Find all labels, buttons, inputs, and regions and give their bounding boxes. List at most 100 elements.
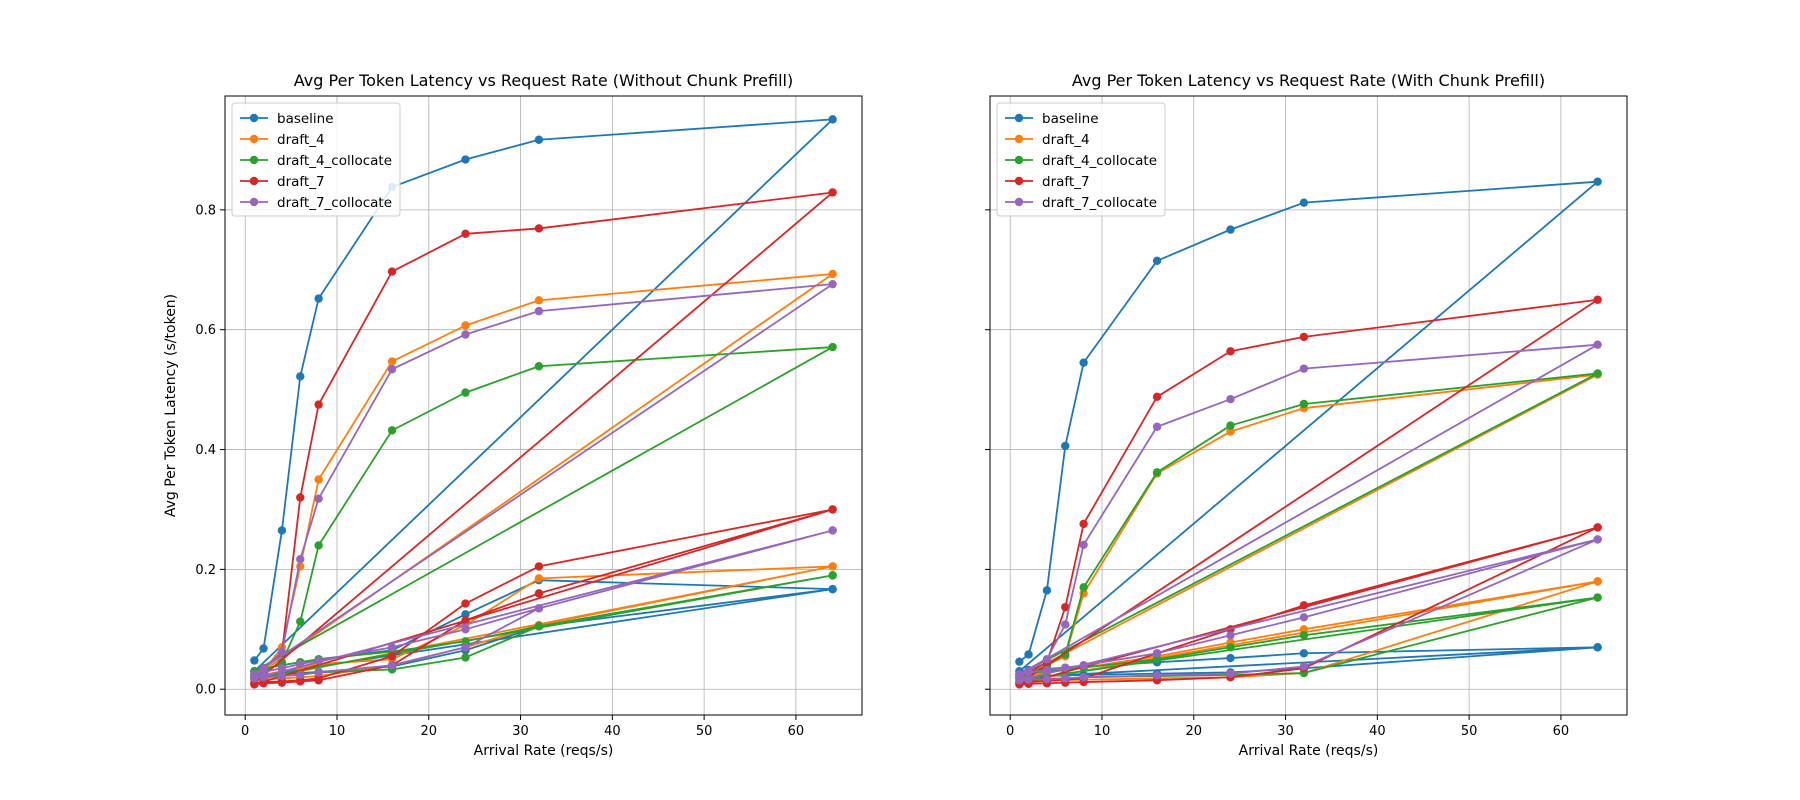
data-point-draft_7 <box>534 562 544 571</box>
data-point-draft_7_collocate <box>1042 655 1052 664</box>
data-point-draft_7_collocate <box>1152 422 1162 431</box>
data-point-draft_7_collocate <box>461 625 470 634</box>
data-point-draft_7 <box>1593 295 1602 304</box>
legend-swatch-marker <box>249 176 259 186</box>
x-tick-label: 60 <box>1553 724 1570 739</box>
data-point-draft_4 <box>828 269 837 279</box>
data-point-draft_7_collocate <box>387 661 397 670</box>
x-tick-label: 30 <box>1277 724 1294 739</box>
x-tick-label: 50 <box>1461 724 1478 739</box>
data-point-draft_7_collocate <box>1042 674 1052 684</box>
x-tick-label: 30 <box>512 724 529 739</box>
data-point-baseline <box>1299 649 1309 658</box>
data-point-draft_4_collocate <box>1593 369 1602 378</box>
legend: baseline draft_4 draft_4_collocate draft_7d… <box>996 102 1166 217</box>
data-point-draft_7_collocate <box>1226 669 1235 678</box>
legend-label: draft_4_collocate <box>1042 153 1157 169</box>
series-line-draft_4 <box>1018 373 1599 683</box>
data-point-draft_4_collocate <box>1152 655 1162 664</box>
x-tick-label: 20 <box>1185 724 1202 739</box>
data-point-draft_7_collocate <box>1299 364 1309 373</box>
legend-label: draft_7_collocate <box>1042 195 1157 211</box>
legend-label: draft_4 <box>1042 132 1090 148</box>
data-point-baseline <box>277 526 287 535</box>
series-line-draft_7_collocate <box>253 283 834 680</box>
data-point-draft_7_collocate <box>1593 535 1602 544</box>
x-tick-label: 60 <box>788 724 805 739</box>
y-tick-label: 0.8 <box>195 203 216 218</box>
data-point-draft_4 <box>534 296 544 305</box>
data-point-draft_7 <box>259 679 268 688</box>
data-point-draft_4_collocate <box>1299 399 1309 409</box>
data-point-draft_7 <box>1299 601 1309 610</box>
data-point-draft_7_collocate <box>534 306 544 316</box>
data-point-draft_7_collocate <box>1024 668 1033 677</box>
data-point-draft_7_collocate <box>828 526 837 535</box>
data-point-draft_7 <box>461 599 470 608</box>
data-point-draft_7 <box>1152 392 1162 402</box>
data-point-draft_4 <box>828 562 837 571</box>
legend-swatch-marker <box>249 155 259 165</box>
data-point-baseline <box>1015 657 1024 666</box>
data-point-draft_7 <box>534 224 544 233</box>
data-point-baseline <box>259 644 268 653</box>
data-point-draft_7 <box>828 505 837 514</box>
data-point-draft_7_collocate <box>1061 663 1070 672</box>
data-point-draft_7 <box>1593 523 1602 532</box>
axes-frame <box>989 95 1628 716</box>
data-point-draft_7_collocate <box>277 647 287 657</box>
legend: baseline draft_4 draft_4_collocate draft_7d… <box>231 102 401 217</box>
data-point-draft_7_collocate <box>387 643 397 652</box>
data-point-draft_7_collocate <box>296 670 305 680</box>
data-point-baseline <box>1079 358 1088 367</box>
data-point-draft_7_collocate <box>277 664 287 673</box>
x-tick-label: 10 <box>329 724 346 739</box>
data-point-draft_4 <box>1593 577 1602 586</box>
data-point-draft_7 <box>1079 519 1088 529</box>
data-point-baseline <box>314 294 323 303</box>
data-point-draft_4_collocate <box>1593 593 1602 602</box>
data-point-baseline <box>461 155 470 164</box>
data-point-draft_4_collocate <box>828 571 837 580</box>
data-point-draft_7_collocate <box>259 673 268 682</box>
data-point-draft_7 <box>1061 602 1070 612</box>
data-point-baseline <box>1152 256 1162 265</box>
data-point-draft_7_collocate <box>1024 675 1033 684</box>
legend-box <box>996 102 1166 217</box>
legend-swatch-marker <box>249 197 259 207</box>
data-point-draft_4_collocate <box>296 617 305 626</box>
legend-swatch-marker <box>1014 134 1024 144</box>
data-point-draft_4 <box>314 475 323 484</box>
data-point-draft_4_collocate <box>1226 421 1235 430</box>
series-line-baseline <box>1018 180 1599 679</box>
data-point-draft_7 <box>314 676 323 685</box>
series-line-draft_4 <box>253 273 834 682</box>
data-point-baseline <box>1593 177 1602 186</box>
data-point-draft_7_collocate <box>314 668 323 677</box>
data-point-draft_7_collocate <box>1152 671 1162 680</box>
legend-swatch-marker <box>1014 176 1024 186</box>
data-point-draft_4_collocate <box>828 342 837 352</box>
data-point-draft_7_collocate <box>1079 661 1088 670</box>
y-tick-label: 0.6 <box>195 323 216 338</box>
data-point-draft_7_collocate <box>387 365 397 374</box>
data-point-baseline <box>1593 643 1602 652</box>
data-point-draft_4 <box>1299 625 1309 634</box>
x-tick-label: 20 <box>420 724 437 739</box>
data-point-draft_7_collocate <box>314 494 323 503</box>
data-point-draft_7_collocate <box>1299 613 1309 622</box>
y-tick-label: 0.4 <box>195 443 216 458</box>
data-point-draft_4_collocate <box>314 541 323 550</box>
legend-swatch-marker <box>249 113 259 123</box>
x-tick-label: 40 <box>604 724 621 739</box>
y-axis-label: Avg Per Token Latency (s/token) <box>163 294 179 517</box>
legend-label: draft_4 <box>277 132 325 148</box>
data-point-draft_4 <box>534 574 544 583</box>
data-point-draft_7 <box>387 652 397 661</box>
legend-label: draft_7 <box>1042 174 1090 190</box>
data-point-draft_7_collocate <box>461 643 470 652</box>
data-point-baseline <box>1024 650 1033 659</box>
data-point-draft_7_collocate <box>1593 340 1602 349</box>
data-point-draft_7 <box>387 267 397 276</box>
series-line-draft_4_collocate <box>253 346 834 680</box>
